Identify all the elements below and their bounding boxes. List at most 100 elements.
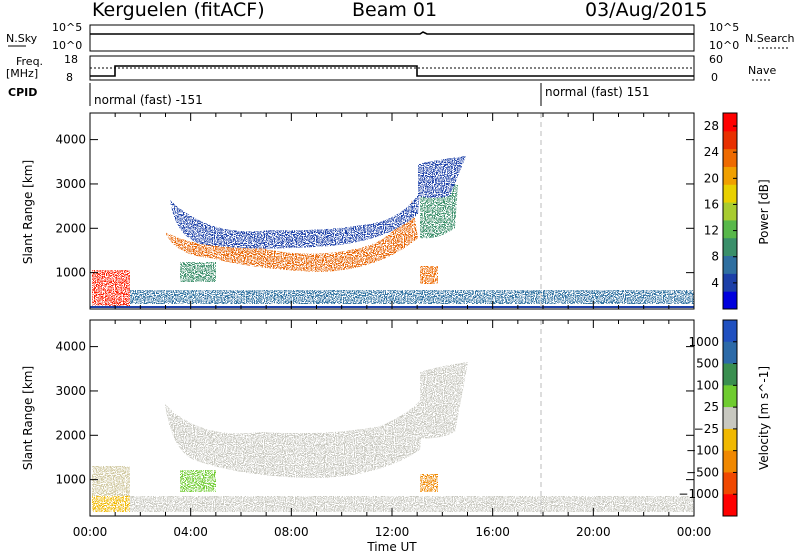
date-title: 03/Aug/2015 xyxy=(585,0,707,21)
velocity-echo-late-band xyxy=(420,362,468,439)
velocity-panel: 1000 2000 3000 4000 00:00 04:00 08:00 12:00 16:… xyxy=(21,319,771,554)
velocity-x-ticks: 00:00 04:00 08:00 12:00 16:00 20:00 00:00 xyxy=(73,320,712,539)
power-colorbar-segment xyxy=(723,219,737,239)
velocity-ytick-label: 1000 xyxy=(55,473,86,487)
velocity-xtick-label: 12:00 xyxy=(375,525,410,539)
power-colorbar-segment xyxy=(723,273,737,292)
velocity-colorbar-tick-label: −500 xyxy=(686,465,719,479)
velocity-ylabel: Slant Range [km] xyxy=(21,366,35,470)
power-ytick-label: 4000 xyxy=(55,133,86,147)
power-echo-main-band xyxy=(165,200,418,272)
nave-tick-bottom: 0 xyxy=(711,71,718,84)
power-echo-high-range xyxy=(418,156,466,198)
nave-label: Nave xyxy=(748,64,776,77)
freq-trace xyxy=(90,65,694,77)
velocity-y-ticks: 1000 2000 3000 4000 xyxy=(55,340,694,487)
power-panel: 1000 2000 3000 4000 Slant Range [km] 4 8 12 16… xyxy=(21,112,771,310)
velocity-colorbar-tick-label: 25 xyxy=(704,400,719,414)
velocity-echo-near-range-neg xyxy=(92,496,130,512)
velocity-colorbar-segment xyxy=(723,450,737,473)
velocity-echo-13ut-patch xyxy=(420,474,438,492)
nsearch-tick-bottom: 10^0 xyxy=(709,39,739,52)
nsky-label: N.Sky xyxy=(6,32,38,45)
velocity-colorbar-segment xyxy=(723,494,737,517)
velocity-colorbar-tick-label: −100 xyxy=(686,444,719,458)
velocity-ytick-label: 3000 xyxy=(55,384,86,398)
power-colorbar-segment xyxy=(723,291,737,310)
power-colorbar-tick-label: 28 xyxy=(704,119,719,133)
power-echo-upper-band xyxy=(170,190,420,249)
nsky-trace xyxy=(90,31,694,35)
power-colorbar-tick-label: 4 xyxy=(711,276,719,290)
freq-label-1: Freq. xyxy=(16,55,43,68)
velocity-xtick-label: 08:00 xyxy=(274,525,309,539)
velocity-colorbar-segment xyxy=(723,428,737,452)
velocity-colorbar-label: Velocity [m s^-1] xyxy=(757,366,771,470)
power-colorbar-label: Power [dB] xyxy=(757,179,771,244)
nsky-tick-top: 10^5 xyxy=(52,21,82,34)
power-colorbar-tick-label: 24 xyxy=(704,145,719,159)
velocity-colorbar-segment xyxy=(723,472,737,495)
cpid-segment-2: normal (fast) 151 xyxy=(545,85,649,99)
power-echo-ground-scatter xyxy=(130,290,694,304)
nsearch-label: N.Search xyxy=(745,32,795,45)
power-colorbar-frame xyxy=(722,112,738,310)
velocity-ytick-label: 2000 xyxy=(55,428,86,442)
beam-title: Beam 01 xyxy=(352,0,437,21)
power-ytick-label: 2000 xyxy=(55,221,86,235)
velocity-xtick-label: 04:00 xyxy=(173,525,208,539)
power-colorbar-tick-label: 8 xyxy=(711,250,719,264)
power-colorbar-segment xyxy=(723,113,737,132)
nave-tick-top: 60 xyxy=(709,53,723,66)
velocity-xtick-label: 20:00 xyxy=(576,525,611,539)
power-colorbar-segment xyxy=(723,148,737,167)
velocity-colorbar-segment xyxy=(723,341,737,365)
power-colorbar-segment xyxy=(723,237,737,257)
power-colorbar-tick-label: 12 xyxy=(704,224,719,238)
power-x-ticks xyxy=(89,113,695,309)
nsky-tick-bottom: 10^0 xyxy=(52,39,82,52)
velocity-colorbar-segment xyxy=(723,363,737,386)
power-y-ticks: 1000 2000 3000 4000 xyxy=(55,133,694,280)
power-colorbar-segment xyxy=(723,255,737,274)
power-ytick-label: 1000 xyxy=(55,266,86,280)
power-colorbar-segment xyxy=(723,202,737,221)
velocity-colorbar: 1000 500 100 25 −25 −100 −500 −1000 xyxy=(678,319,738,517)
power-colorbar-segment xyxy=(723,184,737,203)
station-title: Kerguelen (fitACF) xyxy=(92,0,265,21)
freq-tick-bottom: 8 xyxy=(66,71,73,84)
velocity-echoes xyxy=(92,362,694,512)
velocity-xlabel: Time UT xyxy=(366,540,417,554)
power-colorbar-segment xyxy=(723,166,737,185)
velocity-colorbar-segment xyxy=(723,385,737,408)
power-ylabel: Slant Range [km] xyxy=(21,160,35,264)
power-echo-13ut-patch xyxy=(420,266,438,284)
velocity-colorbar-tick-label: −1000 xyxy=(678,487,719,501)
velocity-colorbar-tick-label: −25 xyxy=(694,422,719,436)
velocity-colorbar-segment xyxy=(723,407,737,430)
velocity-ytick-label: 4000 xyxy=(55,340,86,354)
cpid-label: CPID xyxy=(8,86,37,99)
power-ytick-label: 3000 xyxy=(55,177,86,191)
power-colorbar-segment xyxy=(723,130,737,150)
velocity-xtick-label: 16:00 xyxy=(475,525,510,539)
velocity-colorbar-frame xyxy=(722,319,738,517)
power-colorbar-tick-label: 16 xyxy=(704,197,719,211)
freq-label-2: [MHz] xyxy=(6,67,38,80)
freq-tick-top: 18 xyxy=(64,53,78,66)
velocity-xtick-label: 00:00 xyxy=(677,525,712,539)
power-colorbar-tick-label: 20 xyxy=(704,171,719,185)
velocity-colorbar-tick-label: 1000 xyxy=(688,335,719,349)
velocity-echo-main-band xyxy=(165,395,425,478)
nsearch-tick-top: 10^5 xyxy=(709,21,739,34)
power-echo-near-range xyxy=(92,270,130,308)
velocity-colorbar-segment xyxy=(723,320,737,343)
power-colorbar: 4 8 12 16 20 24 28 xyxy=(704,112,738,310)
cpid-segment-1: normal (fast) -151 xyxy=(94,93,203,107)
velocity-echo-lower-patch xyxy=(180,470,216,492)
velocity-colorbar-tick-label: 500 xyxy=(696,357,719,371)
velocity-echo-ground-scatter xyxy=(130,496,694,512)
power-echo-lower-patch xyxy=(180,262,216,282)
velocity-colorbar-tick-label: 100 xyxy=(696,378,719,392)
